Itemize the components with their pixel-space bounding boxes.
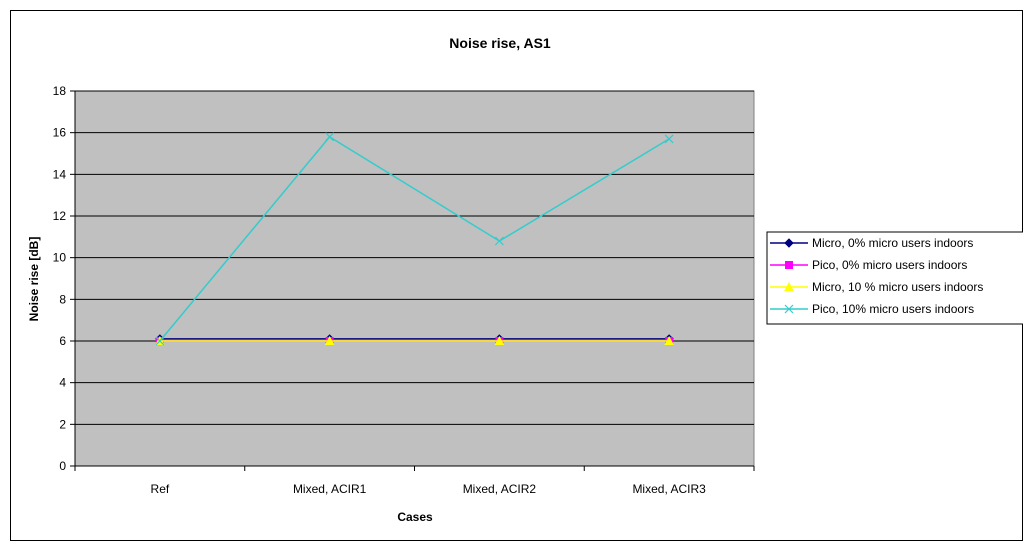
y-tick-label: 12 [53, 209, 67, 223]
y-tick-label: 16 [53, 126, 67, 140]
data-point [324, 335, 335, 345]
legend-item: Pico, 10% micro users indoors [770, 302, 974, 316]
legend-label: Micro, 0% micro users indoors [812, 236, 973, 250]
data-point [325, 132, 335, 142]
legend-item: Micro, 0% micro users indoors [770, 236, 973, 250]
x-tick-label: Mixed, ACIR2 [463, 482, 537, 496]
legend-marker [784, 281, 794, 291]
legend-box [766, 231, 1023, 325]
y-tick-label: 2 [59, 417, 66, 431]
y-tick-label: 18 [53, 84, 67, 98]
axes: 0 2 4 6 8 10 12 14 16 18 Ref Mixed, ACIR1 Mixed, ACI… [53, 84, 755, 496]
data-point [155, 336, 165, 346]
y-tick-label: 0 [59, 459, 66, 473]
plot-area [74, 90, 755, 467]
legend-label: Micro, 10 % micro users indoors [812, 280, 983, 294]
legend-marker [785, 261, 793, 269]
legend-item: Micro, 10 % micro users indoors [770, 280, 983, 294]
series-layer [155, 132, 674, 346]
y-tick-label: 8 [59, 292, 66, 306]
x-tick-label: Mixed, ACIR1 [293, 482, 367, 496]
data-point [494, 335, 505, 345]
legend-marker [784, 238, 794, 248]
legend-item: Pico, 0% micro users indoors [770, 258, 967, 272]
data-point [494, 236, 504, 246]
data-point [664, 134, 674, 144]
y-axis-title: Noise rise [dB] [27, 237, 41, 322]
y-tick-label: 6 [59, 334, 66, 348]
y-tick-label: 10 [53, 251, 67, 265]
legend: Micro, 0% micro users indoors Pico, 0% mi… [766, 231, 1023, 325]
series-line [159, 135, 670, 342]
legend-marker [784, 304, 794, 314]
y-tick-label: 14 [53, 167, 67, 181]
data-point [664, 335, 674, 345]
series-4 [155, 132, 674, 346]
x-axis-title: Cases [397, 510, 433, 524]
x-tick-label: Ref [151, 482, 170, 496]
y-tick-label: 4 [59, 376, 66, 390]
legend-label: Pico, 10% micro users indoors [812, 302, 974, 316]
gridlines [75, 90, 754, 425]
legend-label: Pico, 0% micro users indoors [812, 258, 967, 272]
x-tick-label: Mixed, ACIR3 [632, 482, 706, 496]
chart-title: Noise rise, AS1 [449, 35, 551, 51]
